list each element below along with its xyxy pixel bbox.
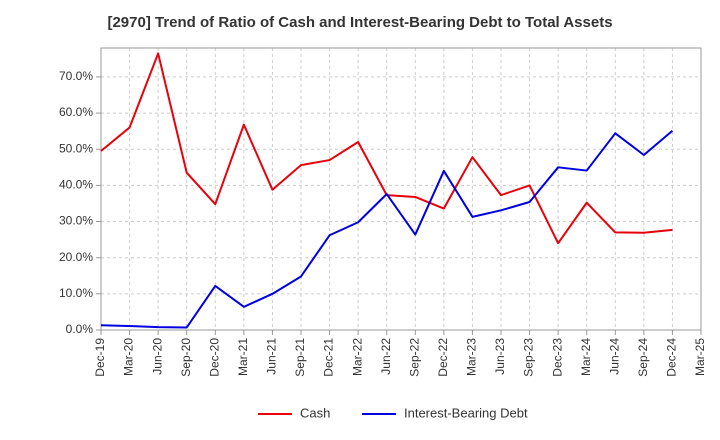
x-tick-label: Dec-23	[550, 338, 564, 377]
y-tick-label: 70.0%	[59, 69, 93, 83]
x-tick-label: Mar-20	[122, 338, 136, 376]
x-tick-label: Mar-21	[236, 338, 250, 376]
x-tick-label: Jun-21	[265, 338, 279, 375]
x-tick-label: Dec-22	[436, 338, 450, 377]
y-tick-label: 10.0%	[59, 286, 93, 300]
y-tick-label: 0.0%	[66, 322, 94, 336]
x-tick-label: Dec-20	[207, 338, 221, 377]
x-tick-label: Jun-20	[150, 338, 164, 375]
chart-title: [2970] Trend of Ratio of Cash and Intere…	[107, 14, 613, 31]
x-tick-label: Jun-22	[379, 338, 393, 375]
x-tick-label: Sep-21	[293, 338, 307, 377]
series-line-0	[100, 52, 673, 245]
x-tick-label: Sep-20	[179, 338, 193, 377]
grid-layer	[100, 48, 702, 331]
axis-layer: Dec-19 Mar-20 Jun-20 Sep-20 Dec-20 Mar-21 Jun-…	[59, 47, 707, 377]
x-tick-label: Dec-21	[322, 338, 336, 377]
x-tick-label: Sep-23	[522, 338, 536, 377]
x-tick-label: Mar-22	[350, 338, 364, 376]
x-tick-label: Mar-23	[465, 338, 479, 376]
x-tick-label: Sep-24	[636, 338, 650, 377]
series-layer	[100, 52, 674, 329]
legend-label-1: Interest-Bearing Debt	[404, 405, 528, 420]
x-tick-label: Sep-22	[407, 338, 421, 377]
y-tick-label: 60.0%	[59, 105, 93, 119]
x-tick-label: Dec-24	[665, 338, 679, 377]
x-tick-label: Dec-19	[93, 338, 107, 377]
series-line-1	[100, 130, 674, 329]
x-tick-label: Jun-24	[607, 338, 621, 375]
legend-label-0: Cash	[300, 405, 330, 420]
y-tick-label: 20.0%	[59, 250, 93, 264]
legend: Cash Interest-Bearing Debt	[258, 405, 528, 420]
y-tick-label: 50.0%	[59, 141, 93, 155]
y-tick-label: 40.0%	[59, 178, 93, 192]
x-tick-label: Mar-25	[693, 338, 707, 376]
y-tick-label: 30.0%	[59, 214, 93, 228]
plot-frame	[100, 47, 702, 331]
x-tick-label: Mar-24	[579, 338, 593, 376]
x-tick-label: Jun-23	[493, 338, 507, 375]
